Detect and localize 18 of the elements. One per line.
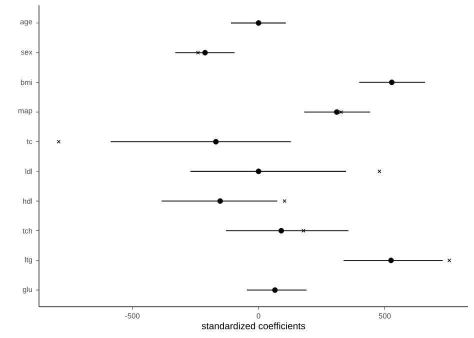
point xyxy=(334,109,340,115)
point xyxy=(378,169,382,174)
point xyxy=(56,140,61,144)
x-axis-title: standardized coefficients xyxy=(202,322,306,330)
point xyxy=(272,287,278,293)
point xyxy=(388,258,394,264)
point xyxy=(282,199,286,203)
point xyxy=(217,198,223,204)
point xyxy=(202,50,208,56)
point xyxy=(256,168,262,174)
point xyxy=(196,50,200,55)
point xyxy=(256,20,262,26)
point xyxy=(339,110,343,114)
point xyxy=(389,80,395,86)
point xyxy=(213,138,219,144)
point xyxy=(278,228,284,234)
point xyxy=(302,228,306,233)
point xyxy=(447,258,452,262)
